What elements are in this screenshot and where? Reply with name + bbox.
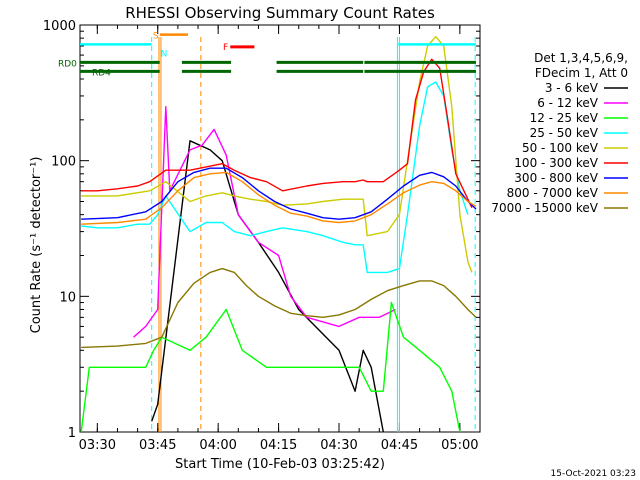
x-tick-label: 04:00 xyxy=(199,438,236,453)
series-line-0 xyxy=(151,140,384,433)
legend-entry-label: 6 - 12 keV xyxy=(537,96,599,110)
state-label-n: N xyxy=(161,49,168,59)
footer-date: 15-Oct-2021 03:23 xyxy=(551,469,636,479)
legend-entry-label: 12 - 25 keV xyxy=(530,111,599,125)
series-line-1 xyxy=(133,105,396,338)
y-axis-label: Count Rate (s⁻¹ detector⁻¹) xyxy=(29,157,44,334)
x-axis-label: Start Time (10-Feb-03 03:25:42) xyxy=(175,457,385,472)
state-label-rd0: RD0 xyxy=(58,59,77,69)
y-tick-label: 1 xyxy=(68,426,76,441)
series-line-5 xyxy=(81,58,473,208)
x-tick-label: 04:45 xyxy=(381,438,418,453)
plot-frame xyxy=(79,24,481,433)
x-tick-label: 04:30 xyxy=(320,438,357,453)
series-line-8 xyxy=(81,267,477,349)
state-label-s: S xyxy=(153,32,159,42)
x-tick-label: 04:15 xyxy=(260,438,297,453)
legend-entry-label: 300 - 800 keV xyxy=(514,171,598,185)
x-tick-label: 03:45 xyxy=(139,438,176,453)
series-line-7 xyxy=(81,171,477,225)
plot-area: 1 10 100 1000 03:30 03:45 04:00 04:15 04:30 04:45… xyxy=(43,19,481,453)
state-label-rd4: RD4 xyxy=(92,68,111,78)
y-tick-label: 10 xyxy=(59,290,76,305)
legend-entry-label: 3 - 6 keV xyxy=(545,81,599,95)
legend-entry-label: 800 - 7000 keV xyxy=(507,186,599,200)
legend-entry-label: 7000 - 15000 keV xyxy=(491,201,598,215)
series-line-6 xyxy=(81,167,477,220)
y-tick-label: 100 xyxy=(51,155,76,170)
x-tick-label: 05:00 xyxy=(441,438,478,453)
series-line-3 xyxy=(81,81,469,274)
chart-title: RHESSI Observing Summary Count Rates xyxy=(125,4,435,22)
legend-header-line: FDecim 1, Att 0 xyxy=(535,66,628,80)
legend: Det 1,3,4,5,6,9,FDecim 1, Att 03 - 6 keV… xyxy=(491,51,628,215)
legend-entry-label: 50 - 100 keV xyxy=(522,141,599,155)
legend-entry-label: 25 - 50 keV xyxy=(530,126,599,140)
legend-header-line: Det 1,3,4,5,6,9, xyxy=(534,51,628,65)
legend-entry-label: 100 - 300 keV xyxy=(514,156,598,170)
series-line-2 xyxy=(80,301,461,433)
y-tick-label: 1000 xyxy=(43,19,76,34)
state-label-f: F xyxy=(223,43,228,53)
series-line-4 xyxy=(81,36,473,273)
x-tick-label: 03:30 xyxy=(79,438,116,453)
